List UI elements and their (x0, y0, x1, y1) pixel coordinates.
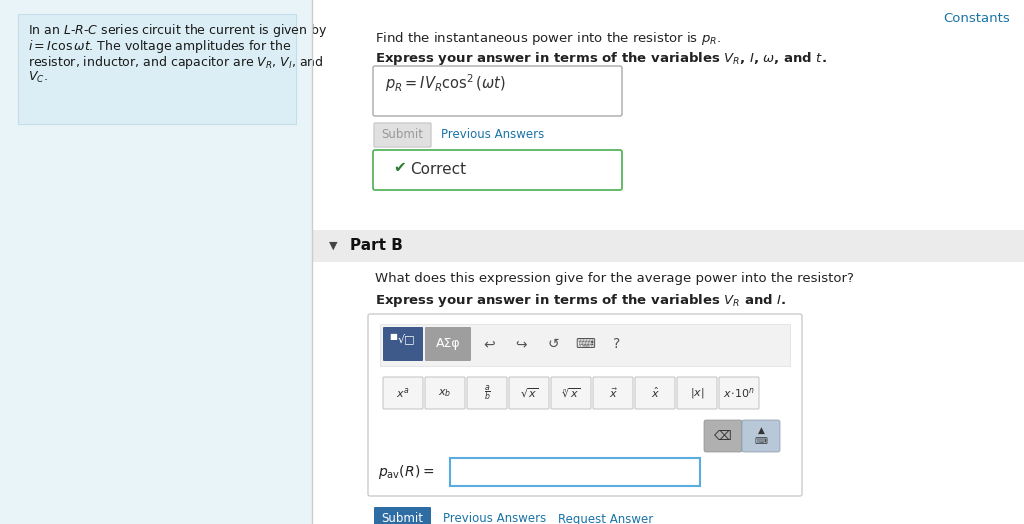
Bar (18, 14, 296, 124)
Text: $x\!\cdot\!10^n$: $x\!\cdot\!10^n$ (723, 386, 755, 400)
Text: $\vec{x}$: $\vec{x}$ (608, 386, 617, 400)
Text: $V_C$.: $V_C$. (28, 70, 48, 85)
Text: ■: ■ (389, 332, 397, 341)
Text: ⌨: ⌨ (575, 337, 595, 351)
FancyBboxPatch shape (425, 327, 471, 361)
Text: √□: √□ (398, 334, 416, 345)
FancyBboxPatch shape (373, 66, 622, 116)
FancyBboxPatch shape (373, 150, 622, 190)
Text: Find the instantaneous power into the resistor is $p_R$.: Find the instantaneous power into the re… (375, 30, 721, 47)
FancyBboxPatch shape (368, 314, 802, 496)
Text: $x^a$: $x^a$ (396, 386, 410, 400)
Text: ✔: ✔ (393, 160, 406, 175)
Text: Previous Answers: Previous Answers (441, 128, 544, 141)
FancyBboxPatch shape (425, 377, 465, 409)
Bar (312, 230, 1024, 262)
Text: ↺: ↺ (547, 337, 559, 351)
FancyBboxPatch shape (374, 123, 431, 147)
Text: ↪: ↪ (515, 337, 526, 351)
FancyBboxPatch shape (383, 327, 423, 361)
Text: $\sqrt[n]{x}$: $\sqrt[n]{x}$ (562, 386, 581, 400)
FancyBboxPatch shape (593, 377, 633, 409)
Text: Correct: Correct (410, 162, 466, 177)
Bar (450, 458, 700, 486)
FancyBboxPatch shape (509, 377, 549, 409)
FancyBboxPatch shape (677, 377, 717, 409)
Text: In an $L$-$R$-$C$ series circuit the current is given by: In an $L$-$R$-$C$ series circuit the cur… (28, 22, 328, 39)
Text: Submit: Submit (381, 512, 423, 524)
Text: $|x|$: $|x|$ (690, 386, 705, 400)
Bar (380, 324, 790, 366)
Text: ↩: ↩ (483, 337, 495, 351)
Text: Express your answer in terms of the variables $V_R$, $I$, $\omega$, and $t$.: Express your answer in terms of the vari… (375, 50, 826, 67)
Text: ▲
⌨: ▲ ⌨ (755, 427, 768, 446)
Text: ?: ? (613, 337, 621, 351)
Text: $i = I\cos\omega t$. The voltage amplitudes for the: $i = I\cos\omega t$. The voltage amplitu… (28, 38, 292, 55)
Text: Request Answer: Request Answer (558, 512, 653, 524)
FancyBboxPatch shape (551, 377, 591, 409)
Text: ▼: ▼ (329, 241, 337, 251)
Text: $\frac{a}{b}$: $\frac{a}{b}$ (483, 384, 490, 402)
Text: What does this expression give for the average power into the resistor?: What does this expression give for the a… (375, 272, 854, 285)
FancyBboxPatch shape (705, 420, 742, 452)
FancyBboxPatch shape (635, 377, 675, 409)
FancyBboxPatch shape (719, 377, 759, 409)
Text: $x_b$: $x_b$ (438, 387, 452, 399)
Text: $p_{\mathrm{av}}(R) =$: $p_{\mathrm{av}}(R) =$ (378, 463, 434, 481)
Text: resistor, inductor, and capacitor are $V_R$, $V_l$, and: resistor, inductor, and capacitor are $V… (28, 54, 324, 71)
Text: ⌫: ⌫ (714, 430, 732, 442)
Text: Constants: Constants (943, 12, 1010, 25)
Text: $p_R = IV_R\cos^2(\omega t)$: $p_R = IV_R\cos^2(\omega t)$ (385, 72, 506, 94)
Text: Previous Answers: Previous Answers (443, 512, 546, 524)
FancyBboxPatch shape (467, 377, 507, 409)
FancyBboxPatch shape (742, 420, 780, 452)
Text: Part B: Part B (350, 238, 402, 253)
Text: Express your answer in terms of the variables $V_R$ and $I$.: Express your answer in terms of the vari… (375, 292, 786, 309)
Text: $\hat{x}$: $\hat{x}$ (650, 386, 659, 400)
Bar (0, 0, 312, 524)
FancyBboxPatch shape (374, 507, 431, 524)
FancyBboxPatch shape (383, 377, 423, 409)
Text: $\sqrt{x}$: $\sqrt{x}$ (520, 386, 539, 400)
Text: AΣφ: AΣφ (435, 337, 461, 351)
Text: Submit: Submit (381, 128, 423, 141)
